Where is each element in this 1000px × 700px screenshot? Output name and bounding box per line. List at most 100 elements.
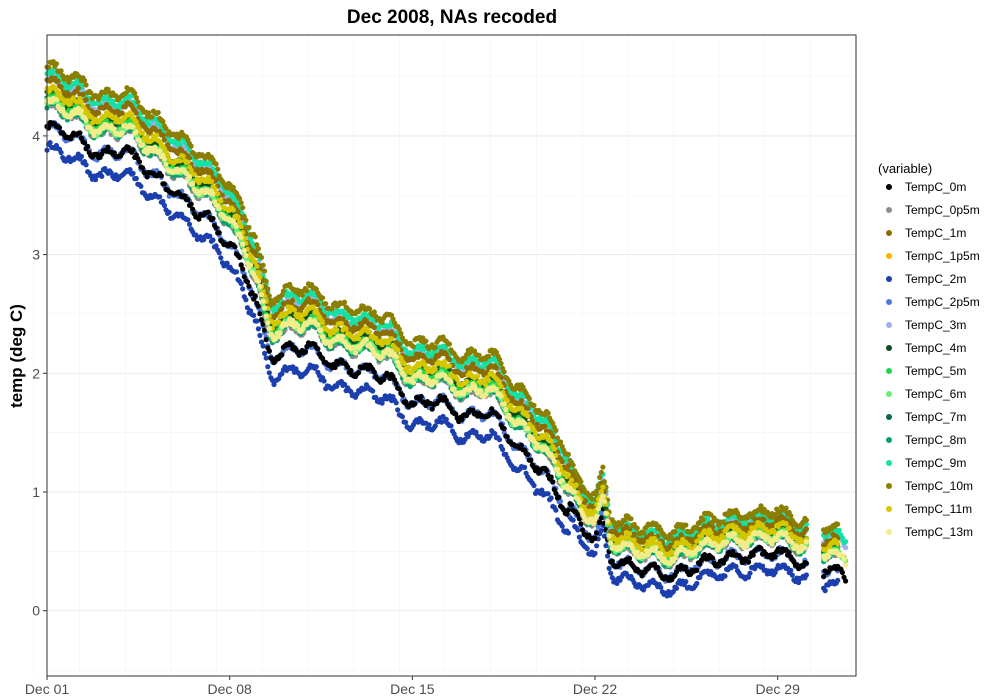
data-point [78, 153, 84, 159]
data-point [257, 332, 263, 339]
data-point [429, 406, 435, 412]
data-points [44, 59, 849, 599]
data-point [598, 515, 604, 521]
data-point [558, 498, 564, 504]
data-point [341, 381, 348, 387]
data-point [473, 429, 479, 435]
data-point [379, 400, 385, 406]
data-point [238, 262, 244, 268]
data-point [252, 293, 258, 299]
data-point [835, 577, 841, 584]
data-point [595, 524, 601, 530]
data-point [262, 350, 268, 356]
data-point [694, 567, 700, 574]
data-point [504, 434, 510, 440]
data-point [548, 474, 554, 480]
data-point [56, 125, 63, 131]
data-point [598, 528, 604, 534]
data-point [500, 446, 506, 453]
data-point [213, 243, 219, 249]
data-point [553, 490, 559, 496]
data-point [130, 170, 136, 176]
data-point [185, 217, 191, 223]
data-point [248, 308, 254, 314]
data-point [443, 416, 449, 422]
data-point [758, 545, 764, 551]
data-point [321, 378, 327, 384]
series-TempC_0m [44, 120, 849, 584]
data-point [263, 337, 269, 343]
data-point [576, 534, 583, 540]
data-point [697, 561, 703, 567]
data-point [539, 487, 545, 493]
data-point [551, 486, 557, 493]
data-point [218, 255, 224, 261]
data-point [157, 194, 163, 200]
data-point [345, 364, 351, 370]
data-point [279, 371, 285, 377]
data-point [240, 266, 246, 272]
data-point [254, 318, 260, 324]
data-point [548, 495, 554, 501]
data-point [77, 130, 83, 136]
data-point [722, 573, 728, 579]
data-point [803, 560, 810, 566]
data-point [190, 206, 196, 212]
data-point [265, 364, 271, 370]
data-point [238, 281, 244, 287]
data-point [522, 464, 528, 470]
data-point [371, 369, 377, 375]
data-point [207, 233, 213, 239]
data-point [697, 574, 703, 581]
data-point [575, 511, 581, 518]
data-point [531, 482, 537, 489]
data-point [255, 303, 261, 309]
data-point [240, 286, 246, 292]
data-point [608, 570, 614, 576]
data-point [139, 165, 146, 171]
data-point [244, 279, 250, 285]
data-point [111, 150, 117, 156]
data-point [760, 563, 766, 569]
data-point [99, 173, 105, 179]
data-point [158, 173, 164, 179]
data-point [127, 167, 133, 173]
data-point [609, 558, 615, 564]
data-point [130, 147, 136, 153]
data-point [373, 394, 379, 400]
data-point [789, 572, 795, 578]
data-point [251, 312, 257, 318]
data-point [556, 494, 562, 500]
data-point [594, 543, 600, 549]
data-point [260, 343, 266, 349]
data-point [565, 530, 572, 536]
data-point [788, 567, 794, 573]
data-point [745, 574, 752, 580]
data-point [518, 442, 525, 448]
data-point [822, 588, 828, 594]
data-point [92, 177, 99, 183]
data-point [58, 149, 64, 156]
data-point [694, 580, 700, 587]
data-point [136, 159, 142, 165]
data-point [399, 414, 405, 420]
data-point [403, 419, 409, 425]
data-point [302, 349, 308, 355]
data-point [381, 377, 387, 383]
data-point [243, 297, 249, 303]
data-point [579, 527, 586, 533]
data-point [658, 584, 664, 590]
data-point [534, 465, 540, 471]
data-point [233, 269, 240, 275]
data-point [313, 364, 319, 370]
data-point [626, 555, 633, 562]
data-point [496, 437, 503, 443]
data-point [144, 174, 150, 180]
data-point [186, 221, 193, 227]
data-point [683, 579, 689, 585]
data-point [271, 381, 277, 388]
data-point [133, 175, 139, 182]
data-point [113, 172, 119, 178]
data-point [443, 397, 449, 403]
data-point [393, 380, 399, 386]
